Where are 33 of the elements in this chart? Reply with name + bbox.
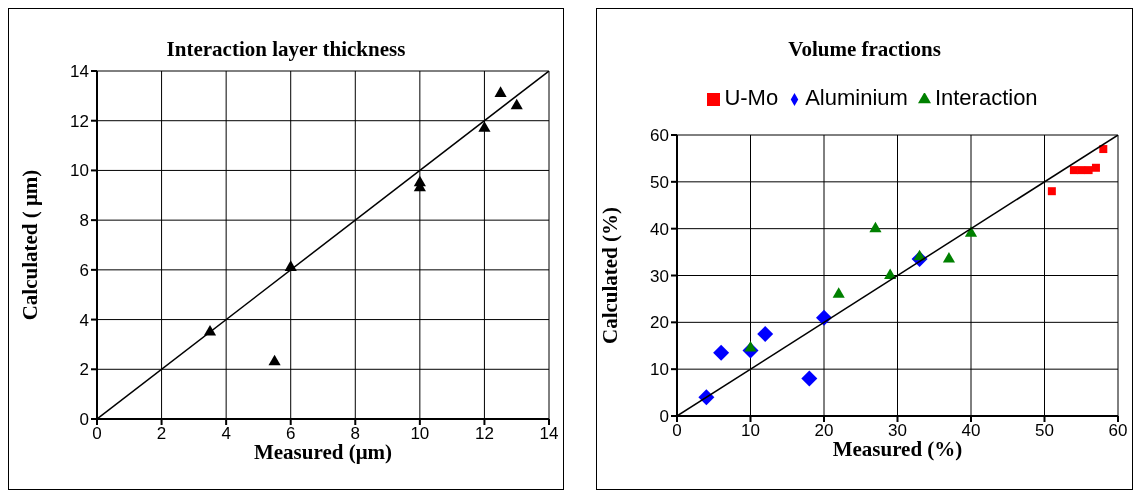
- y-tick-label: 2: [79, 360, 89, 380]
- y-tick-label: 20: [650, 313, 669, 333]
- y-tick-label: 30: [650, 266, 669, 286]
- x-tick-label: 2: [156, 424, 167, 444]
- y-tick-label: 50: [650, 172, 669, 192]
- y-tick-label: 10: [70, 161, 89, 181]
- y-tick-label: 6: [79, 260, 89, 280]
- x-tick-label: 60: [1108, 421, 1128, 441]
- chart-title: Interaction layer thickness: [165, 37, 407, 62]
- x-tick-label: 4: [221, 424, 231, 444]
- legend-label: Interaction: [934, 85, 1038, 110]
- y-tick-label: 14: [70, 62, 89, 82]
- y-axis-title: Calculated (%): [598, 206, 622, 345]
- x-tick-label: 20: [814, 421, 834, 441]
- legend-label: Aluminium: [805, 85, 908, 110]
- y-tick-label: 8: [79, 211, 89, 231]
- y-axis-title: Calculated ( μm): [18, 169, 42, 321]
- y-tick-label: 10: [650, 360, 669, 380]
- x-tick-label: 10: [741, 421, 760, 441]
- y-tick-label: 4: [79, 310, 89, 330]
- y-tick-label: 12: [70, 111, 89, 131]
- x-tick-label: 14: [539, 424, 559, 444]
- chart-title: Volume fractions: [787, 37, 942, 62]
- y-tick-label: 60: [650, 126, 669, 146]
- x-tick-label: 50: [1035, 421, 1054, 441]
- legend-label: U-Mo: [724, 85, 779, 110]
- x-tick-label: 10: [410, 424, 430, 444]
- x-tick-label: 0: [672, 421, 682, 441]
- x-tick-label: 40: [961, 421, 981, 441]
- x-tick-label: 0: [92, 424, 102, 444]
- y-tick-label: 0: [659, 407, 669, 427]
- x-tick-label: 12: [474, 424, 494, 444]
- y-tick-label: 40: [650, 219, 669, 239]
